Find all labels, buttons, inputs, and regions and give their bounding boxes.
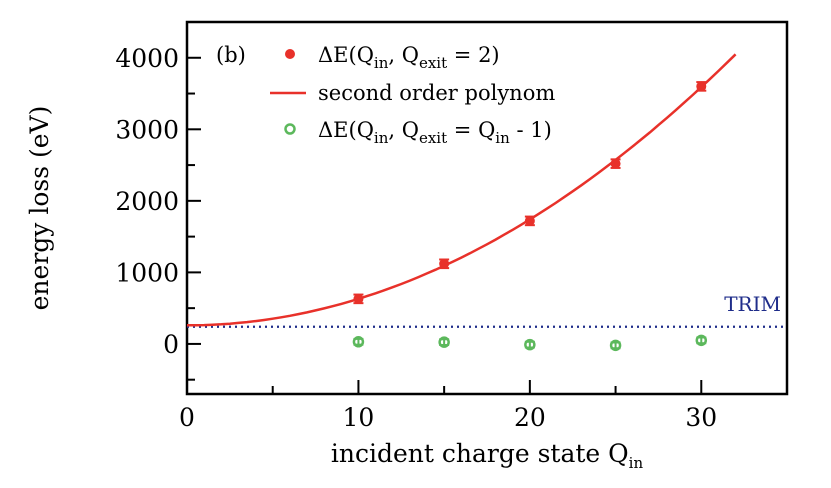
red-data-point — [696, 81, 707, 92]
green-data-point — [524, 338, 536, 351]
x-tick-label: 0 — [179, 403, 195, 432]
red-data-point — [524, 215, 535, 226]
polynomial-fit-line — [187, 53, 737, 327]
y-tick-label: 2000 — [115, 187, 179, 216]
plot-frame — [185, 20, 789, 396]
red-data-point — [353, 293, 364, 304]
y-tick-label: 1000 — [115, 258, 179, 287]
legend: (b) ΔE(Qin​, Qexit​ = 2) second order poly… — [216, 43, 555, 147]
panel-label: (b) — [216, 43, 246, 67]
y-axis-label: energy loss (eV) — [25, 106, 54, 311]
red-data-point — [439, 258, 450, 269]
x-axis-label: incident charge state Qin​ — [331, 439, 644, 472]
series-layer: TRIM — [187, 53, 787, 352]
red-data-point — [610, 158, 621, 169]
green-data-point — [438, 336, 450, 348]
axis-layer: 0 10 20 30 0 1000 2000 3000 4000 incident charge … — [25, 20, 789, 472]
y-tick-label: 3000 — [115, 115, 179, 144]
green-data-point — [609, 339, 622, 352]
legend-green-marker — [284, 123, 296, 135]
y-tick-label: 0 — [163, 330, 179, 359]
x-tick-label: 20 — [514, 403, 546, 432]
trim-label: TRIM — [724, 292, 781, 316]
legend-label-series-2: second order polynom — [318, 81, 555, 105]
green-data-point — [695, 334, 708, 347]
x-tick-label: 10 — [343, 403, 375, 432]
green-data-point — [352, 336, 365, 348]
legend-red-marker — [285, 49, 295, 59]
x-tick-label: 30 — [685, 403, 717, 432]
legend-label-series-3: ΔE(Qin​, Qexit​ = Qin​ - 1) — [318, 118, 552, 147]
y-tick-label: 4000 — [115, 44, 179, 73]
legend-label-series-1: ΔE(Qin​, Qexit​ = 2) — [318, 43, 500, 72]
